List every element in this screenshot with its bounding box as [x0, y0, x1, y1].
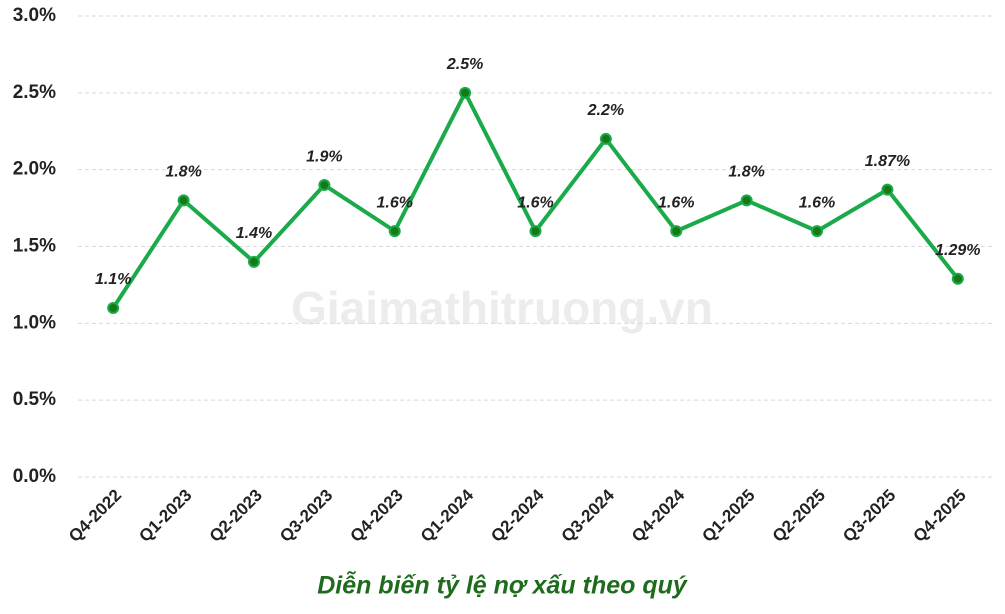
- value-label: 1.1%: [95, 271, 131, 288]
- y-tick-label: 0.0%: [13, 466, 56, 487]
- x-tick-label: Q4-2023: [347, 486, 407, 546]
- value-label: 1.8%: [165, 164, 201, 181]
- x-tick-label: Q3-2023: [276, 486, 336, 546]
- value-label: 1.8%: [728, 164, 764, 181]
- value-label: 1.6%: [658, 194, 694, 211]
- value-label: 1.29%: [935, 242, 980, 259]
- x-tick-label: Q3-2025: [839, 486, 899, 546]
- marker: [599, 132, 612, 145]
- marker: [107, 301, 120, 314]
- chart-title: Diễn biến tỷ lệ nợ xấu theo quý: [317, 571, 688, 600]
- marker: [881, 183, 894, 196]
- marker: [740, 194, 753, 207]
- x-tick-label: Q2-2024: [487, 485, 548, 546]
- x-tick-label: Q2-2023: [206, 486, 266, 546]
- value-label: 1.4%: [236, 225, 272, 242]
- value-label: 1.6%: [799, 194, 835, 211]
- y-tick-label: 1.0%: [13, 312, 56, 333]
- marker: [388, 225, 401, 238]
- marker: [318, 179, 331, 192]
- value-label: 2.5%: [446, 56, 483, 73]
- y-tick-label: 2.0%: [13, 159, 56, 180]
- x-tick-label: Q1-2024: [417, 485, 478, 546]
- y-tick-label: 0.5%: [13, 389, 56, 410]
- x-tick-label: Q3-2024: [558, 485, 619, 546]
- value-label: 1.6%: [376, 194, 412, 211]
- value-label: 2.2%: [587, 102, 624, 119]
- x-tick-label: Q4-2024: [628, 485, 689, 546]
- marker: [177, 194, 190, 207]
- value-label: 1.9%: [306, 148, 342, 165]
- x-tick-label: Q1-2023: [135, 486, 195, 546]
- x-tick-label: Q4-2025: [910, 486, 970, 546]
- x-tick-label: Q1-2025: [698, 486, 758, 546]
- marker: [811, 225, 824, 238]
- x-tick-label: Q4-2022: [65, 486, 125, 546]
- x-tick-label: Q2-2025: [769, 486, 829, 546]
- y-tick-label: 2.5%: [13, 82, 56, 103]
- marker: [529, 225, 542, 238]
- marker: [951, 272, 964, 285]
- marker: [459, 86, 472, 99]
- y-tick-label: 3.0%: [13, 5, 56, 26]
- y-tick-label: 1.5%: [13, 236, 56, 257]
- value-label: 1.6%: [517, 194, 553, 211]
- marker: [670, 225, 683, 238]
- marker: [247, 255, 260, 268]
- value-label: 1.87%: [865, 153, 910, 170]
- watermark: Giaimathitruong.vn: [291, 282, 713, 334]
